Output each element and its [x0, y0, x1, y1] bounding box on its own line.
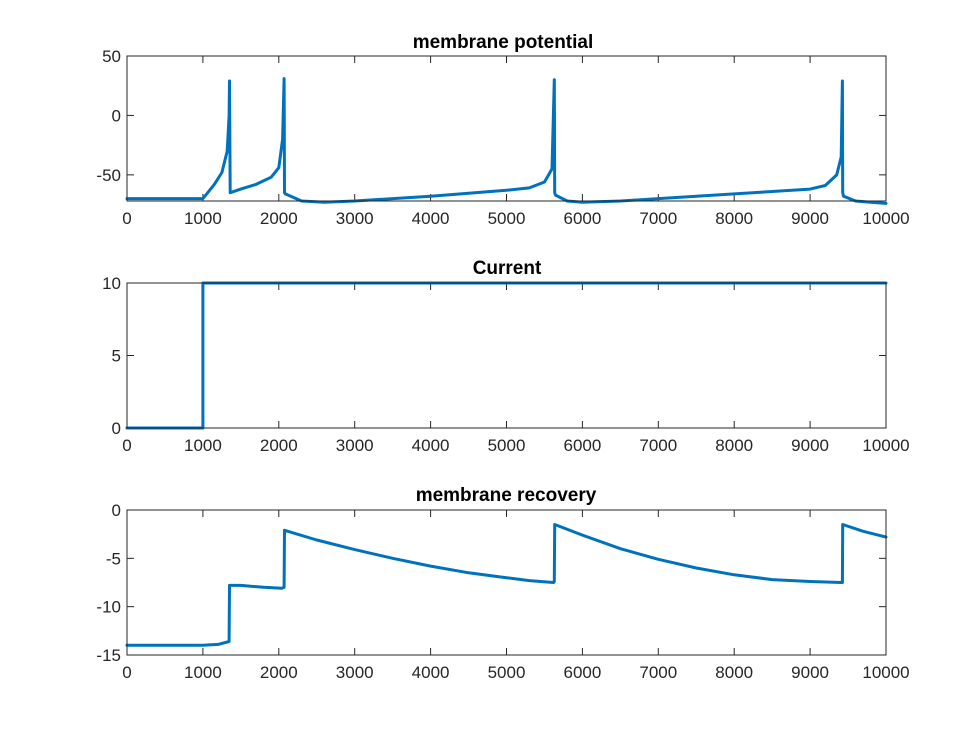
y-tick-label: 0: [112, 106, 121, 125]
y-tick-label: 10: [102, 274, 121, 293]
x-tick-label: 2000: [260, 436, 298, 455]
x-tick-label: 10000: [862, 209, 909, 228]
y-tick-label: -15: [96, 646, 121, 665]
x-tick-label: 10000: [862, 663, 909, 682]
y-tick-label: 50: [102, 47, 121, 66]
x-tick-label: 9000: [791, 209, 829, 228]
plot-layer: 0 1000 2000 3000 4000 5000 6000 7000 8000 9000 100…: [96, 47, 909, 228]
x-tick-label: 1000: [184, 663, 222, 682]
x-tick-label: 1000: [184, 436, 222, 455]
x-tick-label: 7000: [639, 663, 677, 682]
x-tick-label: 0: [122, 663, 131, 682]
x-tick-label: 7000: [639, 436, 677, 455]
subplot-title: Current: [473, 258, 542, 279]
x-tick-label: 7000: [639, 209, 677, 228]
x-tick-label: 0: [122, 436, 131, 455]
x-tick-label: 4000: [412, 209, 450, 228]
x-tick-label: 8000: [715, 436, 753, 455]
y-tick-label: -5: [106, 549, 121, 568]
plot-layer: 0 1000 2000 3000 4000 5000 6000 7000 8000 9000 100…: [96, 501, 909, 682]
x-tick-label: 9000: [791, 436, 829, 455]
x-tick-label: 4000: [412, 436, 450, 455]
series-line: [125, 523, 888, 647]
y-tick-label: 5: [112, 347, 121, 366]
y-tick-label: 0: [112, 419, 121, 438]
y-tick-label: 0: [112, 501, 121, 520]
x-tick-label: 2000: [260, 209, 298, 228]
x-tick-label: 3000: [336, 209, 374, 228]
x-tick-label: 6000: [563, 209, 601, 228]
subplot-membrane-potential: membrane potential 0 1000 2000 3000 4000 5000…: [96, 32, 909, 228]
x-tick-label: 1000: [184, 209, 222, 228]
series-line: [125, 77, 888, 205]
subplot-title: membrane recovery: [416, 485, 597, 506]
x-tick-label: 5000: [488, 436, 526, 455]
y-tick-label: -50: [96, 166, 121, 185]
subplot-title: membrane potential: [413, 32, 594, 53]
x-tick-label: 2000: [260, 663, 298, 682]
axes-box: [126, 55, 887, 202]
subplot-current: Current 0 1000 2000 3000 4000 5000 6000 7000 800…: [102, 258, 910, 455]
axes-box: [126, 509, 887, 656]
x-tick-label: 0: [122, 209, 131, 228]
subplot-membrane-recovery: membrane recovery 0 1000 2000 3000 4000 5000 6…: [96, 485, 909, 682]
x-tick-label: 8000: [715, 663, 753, 682]
x-tick-label: 5000: [488, 663, 526, 682]
axes-box: [126, 282, 887, 429]
x-tick-label: 10000: [862, 436, 909, 455]
y-tick-label: -10: [96, 598, 121, 617]
x-tick-label: 5000: [488, 209, 526, 228]
x-tick-label: 9000: [791, 663, 829, 682]
x-tick-label: 3000: [336, 663, 374, 682]
x-tick-label: 3000: [336, 436, 374, 455]
x-tick-label: 4000: [412, 663, 450, 682]
x-tick-label: 8000: [715, 209, 753, 228]
x-tick-label: 6000: [563, 663, 601, 682]
x-tick-label: 6000: [563, 436, 601, 455]
